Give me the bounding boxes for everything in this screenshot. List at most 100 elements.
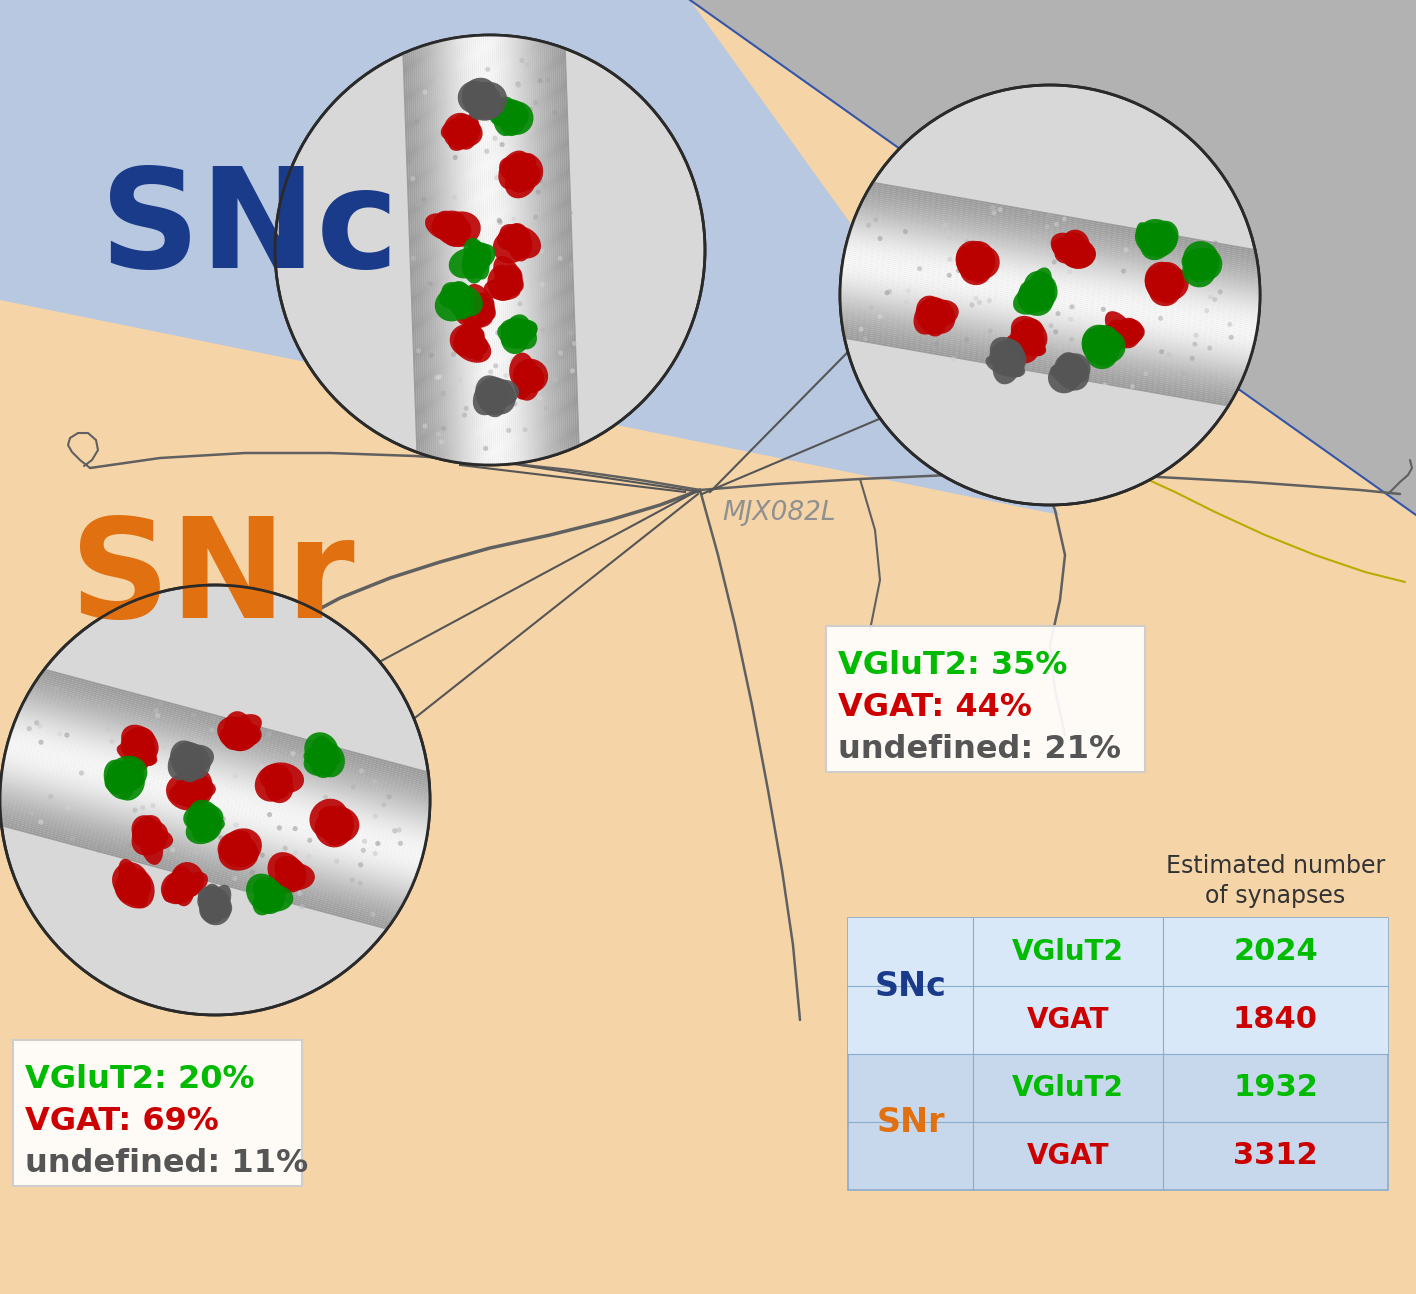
Circle shape [316,747,321,752]
Ellipse shape [106,756,147,792]
Polygon shape [477,0,511,722]
Circle shape [964,239,970,245]
Text: SNr: SNr [877,1105,944,1139]
Circle shape [119,773,125,778]
Circle shape [515,83,521,88]
Ellipse shape [171,862,204,898]
Polygon shape [0,647,680,894]
Polygon shape [0,695,667,941]
Circle shape [452,195,457,201]
Ellipse shape [1112,318,1138,348]
Ellipse shape [170,866,194,906]
Ellipse shape [494,268,521,298]
Polygon shape [583,278,1416,441]
Circle shape [1212,298,1218,302]
Circle shape [234,822,239,827]
Polygon shape [0,602,692,849]
Polygon shape [600,182,1416,344]
Polygon shape [602,175,1416,336]
Polygon shape [404,0,438,725]
Polygon shape [460,0,496,723]
Circle shape [1126,321,1131,326]
Circle shape [541,302,547,307]
Polygon shape [0,603,691,850]
Polygon shape [0,707,664,952]
Circle shape [455,424,459,430]
Circle shape [372,851,378,857]
Ellipse shape [115,763,142,791]
Ellipse shape [129,744,154,765]
Ellipse shape [466,82,507,120]
Ellipse shape [1001,342,1024,377]
Ellipse shape [1117,320,1141,348]
Polygon shape [0,616,688,862]
Polygon shape [593,224,1416,386]
Circle shape [266,731,272,736]
Circle shape [878,314,882,320]
Polygon shape [0,637,683,884]
Circle shape [210,727,215,732]
Polygon shape [595,217,1416,380]
Polygon shape [607,141,1416,304]
Ellipse shape [507,223,532,261]
Polygon shape [0,685,670,932]
Circle shape [517,302,523,307]
Circle shape [450,352,456,357]
Polygon shape [590,237,1416,400]
Polygon shape [446,0,481,723]
Circle shape [896,228,901,233]
Circle shape [885,290,889,295]
Circle shape [435,375,440,380]
Circle shape [477,114,481,119]
Ellipse shape [261,765,293,792]
Circle shape [518,245,524,250]
Ellipse shape [500,318,532,345]
Text: undefined: 11%: undefined: 11% [25,1148,309,1179]
Ellipse shape [463,238,486,267]
Circle shape [1121,269,1126,273]
Polygon shape [0,661,677,907]
Ellipse shape [205,885,231,924]
Polygon shape [0,703,666,949]
Circle shape [840,85,1260,505]
Ellipse shape [497,225,528,251]
Text: SNc: SNc [101,163,399,298]
Ellipse shape [1148,223,1175,254]
Polygon shape [600,186,1416,348]
Polygon shape [606,151,1416,313]
Polygon shape [603,168,1416,331]
Ellipse shape [1140,226,1172,260]
Circle shape [525,62,531,67]
Polygon shape [582,290,1416,453]
Circle shape [306,744,310,748]
Circle shape [310,877,316,883]
Circle shape [150,804,156,809]
Circle shape [1144,371,1148,377]
Ellipse shape [200,894,231,925]
Ellipse shape [497,268,524,294]
Polygon shape [0,629,685,876]
Ellipse shape [275,855,306,885]
Circle shape [161,744,166,749]
Ellipse shape [514,365,542,391]
Polygon shape [605,155,1416,317]
Circle shape [1068,317,1073,322]
Circle shape [293,850,297,855]
Circle shape [426,285,432,290]
Circle shape [1182,280,1188,285]
Ellipse shape [467,241,490,280]
Circle shape [497,217,501,223]
Polygon shape [0,0,1061,515]
Ellipse shape [1147,221,1178,258]
Polygon shape [595,216,1416,378]
Text: VGAT: VGAT [1027,1005,1109,1034]
Circle shape [1181,370,1187,375]
Polygon shape [419,0,455,725]
Polygon shape [513,0,548,721]
Text: VGAT: 44%: VGAT: 44% [838,692,1032,723]
Ellipse shape [202,884,224,916]
Circle shape [421,428,426,433]
Polygon shape [429,0,464,725]
Ellipse shape [276,863,314,890]
Circle shape [361,848,365,853]
